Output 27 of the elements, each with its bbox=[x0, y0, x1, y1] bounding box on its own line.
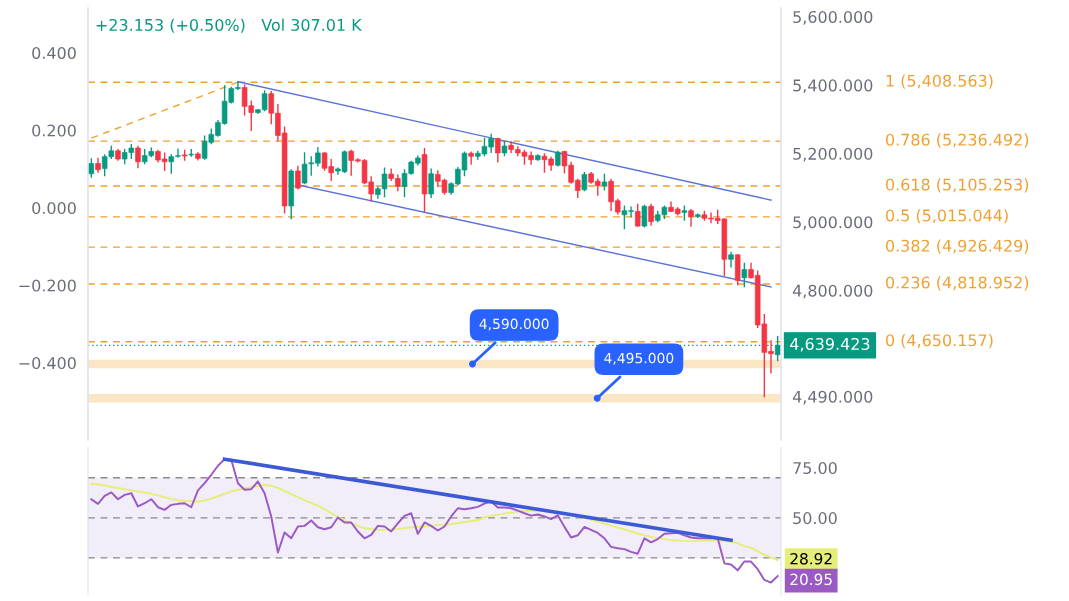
y-tick-label: 5,400.000 bbox=[793, 79, 873, 94]
ref-line-label: 0.618 (5,105.253) bbox=[886, 178, 1029, 193]
y-tick-label: 4,800.000 bbox=[792, 284, 873, 299]
ref-line-label: 0.786 (5,236.492) bbox=[886, 133, 1029, 148]
y2-tick-label: −0.400 bbox=[19, 357, 76, 370]
y-tick-label: 4,490.000 bbox=[792, 390, 873, 405]
band-label: 4,495.000 bbox=[604, 352, 674, 365]
y-tick-label: 5,000.000 bbox=[793, 216, 873, 230]
y-tick-label: 5,600.000 bbox=[793, 10, 873, 25]
ref-line-label: 0.5 (5,015.044) bbox=[886, 209, 1008, 224]
y2-tick-label: 0.200 bbox=[32, 124, 76, 137]
y2-tick-label: 0.000 bbox=[32, 202, 76, 215]
ref-line-label: 4,639.423 bbox=[790, 337, 870, 352]
ref-line-label: 0.382 (4,926.429) bbox=[886, 239, 1029, 254]
y2-tick-label: −0.200 bbox=[19, 279, 76, 292]
annotation: +23.153 (+0.50%) bbox=[96, 18, 245, 33]
ref-line-label: 1 (5,408.563) bbox=[886, 74, 993, 89]
text: 28.92 bbox=[790, 552, 832, 565]
annotation: Vol 307.01 K bbox=[261, 18, 362, 31]
y2-tick-label: 0.400 bbox=[32, 46, 76, 60]
y-tick-label: 5,200.000 bbox=[793, 147, 873, 162]
band-label: 4,590.000 bbox=[479, 318, 549, 331]
y-tick-label: 50.00 bbox=[793, 512, 837, 525]
ref-line-label: 0.236 (4,818.952) bbox=[886, 276, 1029, 291]
text: 20.95 bbox=[790, 573, 832, 586]
y-tick-label: 75.00 bbox=[793, 461, 837, 475]
ref-line-label: 0 (4,650.157) bbox=[886, 333, 993, 349]
